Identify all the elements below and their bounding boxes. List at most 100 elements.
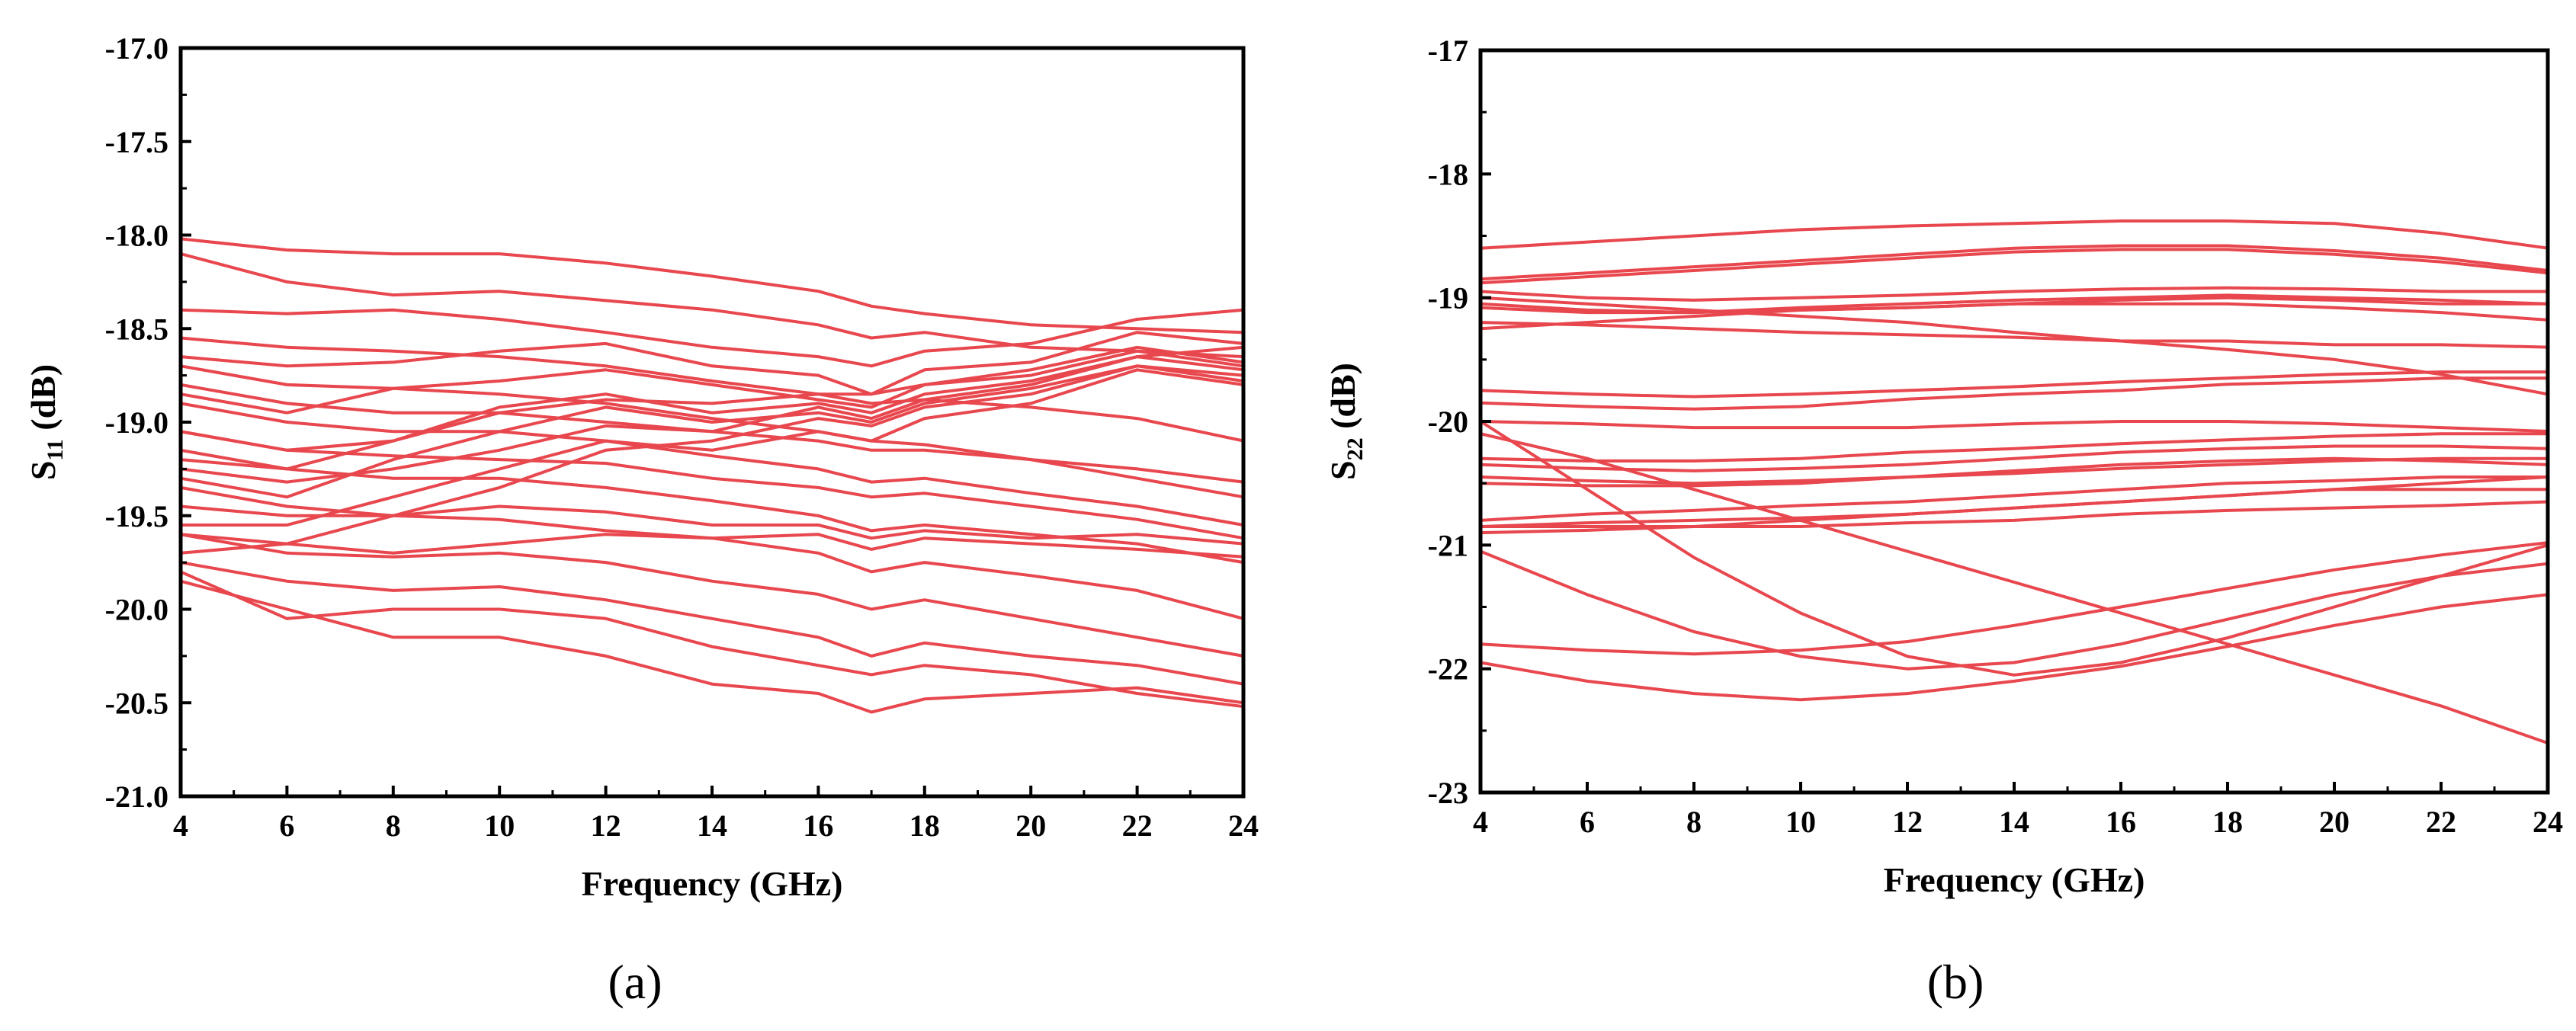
- x-tick-label-a-3: 10: [484, 808, 515, 843]
- x-tick-label-a-6: 16: [803, 808, 833, 843]
- x-tick-label-a-1: 6: [279, 808, 294, 843]
- y-tick-label-b-3: -20: [1428, 405, 1468, 439]
- x-tick-label-a-7: 18: [909, 808, 940, 843]
- y-tick-label-b-2: -21: [1428, 528, 1468, 562]
- series-line-b-17: [1479, 475, 2549, 522]
- series-layer-a: [179, 237, 1245, 714]
- x-tick-label-b-3: 10: [1785, 805, 1816, 839]
- x-tick-label-a-8: 20: [1015, 808, 1046, 843]
- series-line-b-23: [1479, 541, 2549, 656]
- x-tick-label-a-2: 8: [386, 808, 401, 843]
- series-line-b-20: [1479, 432, 2549, 745]
- x-tick-label-b-7: 18: [2212, 805, 2243, 839]
- y-axis-title-b: S22 (dB): [1323, 363, 1368, 480]
- series-line-a-6: [179, 355, 1245, 452]
- series-line-a-7: [179, 364, 1245, 499]
- series-line-a-23: [179, 349, 1245, 471]
- ticks-b: 4 6 8 10 12 14 16 18 20 22 24 -23 -22 -21 -20 -19 -18 -17: [1428, 34, 2563, 839]
- series-line-b-16: [1479, 456, 2549, 488]
- y-axis-title-main-a: S: [24, 461, 63, 481]
- series-line-a-21: [179, 383, 1245, 499]
- series-line-b-6: [1479, 293, 2549, 315]
- x-tick-label-a-0: 4: [173, 808, 188, 843]
- series-line-a-1: [179, 237, 1245, 335]
- series-line-a-4: [179, 331, 1245, 396]
- series-line-a-5: [179, 345, 1245, 415]
- series-line-a-16: [179, 570, 1245, 709]
- series-line-b-7: [1479, 302, 2549, 331]
- series-line-a-12: [179, 458, 1245, 565]
- series-line-a-17: [179, 579, 1245, 714]
- chart-panel-a: 4 6 8 10 12 14 16 18 20 22 24 -21.0 -20.5 -20.0 -19.5 -…: [24, 31, 1259, 1009]
- series-line-a-3: [179, 308, 1245, 368]
- y-tick-label-a-4: -19.0: [105, 405, 168, 440]
- x-tick-label-b-1: 6: [1580, 805, 1595, 839]
- series-line-b-14: [1479, 444, 2549, 472]
- y-axis-title-main-b: S: [1323, 460, 1362, 480]
- series-line-b-2: [1479, 244, 2549, 281]
- series-line-b-25: [1479, 475, 2549, 528]
- series-line-a-14: [179, 533, 1245, 658]
- x-tick-label-b-9: 22: [2426, 805, 2456, 839]
- series-line-b-1: [1479, 219, 2549, 250]
- y-tick-label-b-6: -17: [1428, 34, 1468, 68]
- x-tick-label-b-4: 12: [1892, 805, 1923, 839]
- series-line-a-8: [179, 368, 1245, 527]
- chart-panel-b: 4 6 8 10 12 14 16 18 20 22 24 -23 -22 -21 -20 -19 -18 -17…: [1323, 34, 2563, 1009]
- series-line-a-20: [179, 430, 1245, 540]
- panel-label-b: (b): [1927, 955, 1984, 1009]
- series-line-b-9: [1479, 321, 2549, 349]
- y-tick-label-b-0: -23: [1428, 776, 1468, 810]
- panel-label-a: (a): [608, 955, 662, 1009]
- x-tick-label-a-4: 12: [591, 808, 621, 843]
- series-line-b-13: [1479, 432, 2549, 463]
- series-line-a-10: [179, 364, 1245, 484]
- y-axis-title-unit-b: (dB): [1323, 363, 1362, 437]
- y-axis-title-unit-a: (dB): [24, 364, 63, 439]
- series-line-b-22: [1479, 549, 2549, 671]
- x-tick-label-a-9: 22: [1122, 808, 1153, 843]
- series-line-a-15: [179, 561, 1245, 686]
- x-tick-label-a-5: 14: [697, 808, 727, 843]
- series-line-a-24: [179, 345, 1245, 484]
- x-axis-title-b: Frequency (GHz): [1884, 860, 2145, 899]
- x-tick-label-b-6: 16: [2106, 805, 2136, 839]
- y-tick-label-a-6: -18.0: [105, 219, 168, 253]
- y-tick-label-a-8: -17.0: [105, 31, 168, 66]
- series-line-a-22: [179, 336, 1245, 443]
- x-tick-label-b-2: 8: [1686, 805, 1702, 839]
- y-tick-label-b-5: -18: [1428, 157, 1468, 191]
- series-line-b-8: [1479, 296, 2549, 396]
- y-tick-label-a-7: -17.5: [105, 125, 168, 159]
- x-tick-label-b-8: 20: [2319, 805, 2350, 839]
- series-line-a-2: [179, 252, 1245, 359]
- series-line-a-18: [179, 533, 1245, 559]
- y-axis-title-sub-a: 11: [43, 439, 68, 460]
- series-line-b-3: [1479, 248, 2549, 285]
- x-tick-label-b-0: 4: [1473, 805, 1488, 839]
- series-line-b-10: [1479, 370, 2549, 399]
- series-line-b-12: [1479, 420, 2549, 433]
- y-tick-label-a-3: -19.5: [105, 499, 168, 533]
- y-tick-label-b-4: -19: [1428, 281, 1468, 315]
- series-line-a-19: [179, 504, 1245, 546]
- y-tick-label-a-0: -21.0: [105, 780, 168, 814]
- y-tick-label-b-1: -22: [1428, 652, 1468, 687]
- x-tick-label-b-10: 24: [2533, 805, 2563, 839]
- x-tick-label-b-5: 14: [1999, 805, 2029, 839]
- series-line-a-13: [179, 485, 1245, 620]
- y-tick-label-a-5: -18.5: [105, 312, 168, 346]
- series-line-b-21: [1479, 420, 2549, 677]
- y-axis-title-sub-b: 22: [1343, 437, 1368, 460]
- y-tick-label-a-2: -20.0: [105, 593, 168, 627]
- x-tick-label-a-10: 24: [1228, 808, 1259, 843]
- series-line-b-24: [1479, 593, 2549, 702]
- series-layer-b: [1479, 219, 2549, 745]
- y-axis-title-a: S11 (dB): [24, 364, 68, 480]
- series-line-b-4: [1479, 286, 2549, 302]
- series-line-a-11: [179, 402, 1245, 527]
- ticks-a: 4 6 8 10 12 14 16 18 20 22 24 -21.0 -20.5 -20.0 -19.5 -…: [105, 31, 1259, 843]
- y-tick-label-a-1: -20.5: [105, 686, 168, 720]
